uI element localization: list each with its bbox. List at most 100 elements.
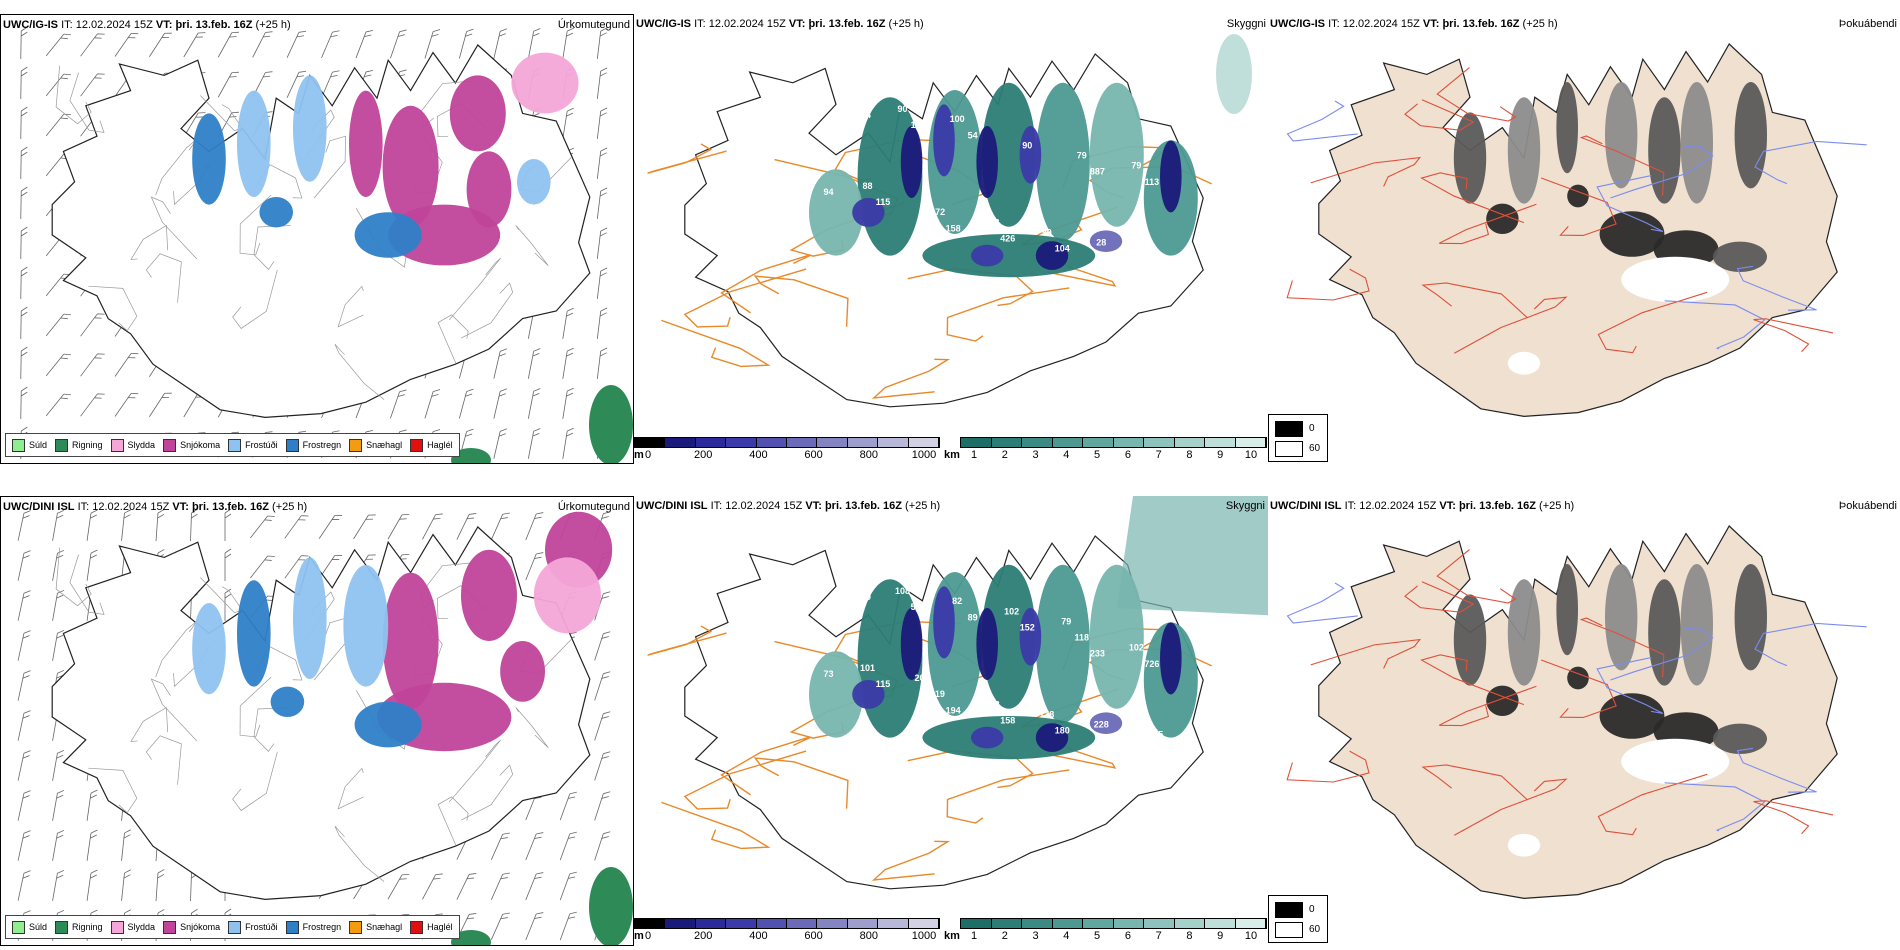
colorbar-tick-label: 3 <box>1032 449 1039 461</box>
cloudbase-value-label: 89 <box>968 612 978 622</box>
colorbar-unit: km <box>944 930 960 942</box>
panel-header: UWC/DINI ISL IT: 12.02.2024 15Z VT: þri.… <box>3 501 307 513</box>
cloudbase-value-label: 100 <box>950 114 965 124</box>
fog-key-dark-swatch <box>1275 902 1303 918</box>
legend-label: Snæhagl <box>366 922 403 932</box>
colorbar-swatch <box>1083 438 1114 447</box>
legend-swatch <box>349 438 363 452</box>
colorbar-swatch <box>1144 438 1175 447</box>
cloudbase-value-label: 202 <box>914 673 929 683</box>
cloudbase-value-label: 28 <box>1096 238 1106 248</box>
colorbar-swatch <box>1052 919 1083 928</box>
cloudbase-value-label: 405 <box>1148 730 1163 740</box>
cloudbase-value-label: 115 <box>876 679 891 689</box>
cloudbase-value-label: 108 <box>805 171 820 181</box>
cloudbase-value-label: 180 <box>1055 726 1070 736</box>
colorbar-swatch <box>695 438 727 447</box>
cloudbase-value-label: 88 <box>862 181 872 191</box>
cloudbase-colorbar: m 0 200 400 600 800 1000 <box>634 918 940 944</box>
colorbar-swatch <box>878 919 909 928</box>
vt-label: VT: <box>1439 500 1456 512</box>
legend-label: Rigning <box>72 922 103 932</box>
cloudbase-value-label: 233 <box>1090 649 1105 659</box>
cloudbase-value-label: 129 <box>805 653 820 663</box>
cloudbase-value-label: 24 <box>827 740 837 750</box>
vt-label: VT: <box>172 501 189 513</box>
legend-label: Frostregn <box>302 922 342 932</box>
lead-time: (+25 h) <box>905 500 941 512</box>
colorbar-swatch <box>635 919 666 928</box>
vt-label: VT: <box>1422 18 1440 30</box>
model-name: UWC/DINI ISL <box>3 501 75 513</box>
cloudbase-value-label: 102 <box>1129 643 1144 653</box>
colorbar-swatch <box>726 919 757 928</box>
cloudbase-value-label: 119 <box>930 689 945 699</box>
it-value: 12.02.2024 15Z <box>708 18 786 30</box>
model-name: UWC/IG-IS <box>3 19 58 31</box>
model-name: UWC/IG-IS <box>636 18 691 30</box>
model-name: UWC/IG-IS <box>1270 18 1325 30</box>
legend-swatch <box>228 920 242 934</box>
colorbar-strip <box>960 437 1267 448</box>
legend-swatch <box>163 920 177 934</box>
cloudbase-value-label: 890 <box>1109 736 1124 746</box>
cloud-visibility-panel-row1: UWC/IG-IS IT: 12.02.2024 15Z VT: þri. 13… <box>634 14 1268 464</box>
colorbar-swatch <box>1083 919 1114 928</box>
colorbar-swatch <box>1235 919 1266 928</box>
legend-label: Haglél <box>427 440 453 450</box>
legend-swatch <box>285 920 299 934</box>
precip-type-panel-row2: UWC/DINI ISL IT: 12.02.2024 15Z VT: þri.… <box>0 496 634 946</box>
colorbar-strip <box>634 918 940 929</box>
it-value: 12.02.2024 15Z <box>92 501 170 513</box>
cloudbase-value-label: 158 <box>1000 715 1015 725</box>
vt-value: þri. 13.feb. 16Z <box>808 18 886 30</box>
cloudbase-value-label: 60 <box>843 274 853 284</box>
it-label: IT: <box>1344 500 1357 512</box>
cloudbase-value-label: 102 <box>1004 606 1019 616</box>
cloudbase-value-label: 250 <box>801 100 816 110</box>
cloudbase-value-label: 115 <box>876 197 891 207</box>
cloudbase-value-label: 158 <box>946 223 961 233</box>
cloud-visibility-map: 236 194 233 440 158 726 520 180 73 89 890 115 152 85 1… <box>647 496 1268 890</box>
cloudbase-value-label: 101 <box>860 663 875 673</box>
cloudbase-value-label: 104 <box>1055 244 1070 254</box>
model-name: UWC/DINI ISL <box>1270 500 1342 512</box>
legend-label: Frostregn <box>302 440 342 450</box>
colorbar-swatch <box>991 438 1022 447</box>
panel-type-label: Skyggni <box>1226 18 1266 30</box>
legend-label: Slydda <box>127 922 156 932</box>
colorbar-swatch <box>908 919 940 928</box>
it-label: IT: <box>694 18 706 30</box>
panel-header: UWC/DINI ISL IT: 12.02.2024 15Z VT: þri.… <box>636 500 940 512</box>
colorbar-tick-label: 0 <box>644 449 652 461</box>
colorbar-tick-label: 3 <box>1032 930 1039 942</box>
fog-key-high-label: 0 <box>1309 423 1315 434</box>
cloudbase-value-label: 228 <box>1094 720 1109 730</box>
fog-panel-row1: UWC/IG-IS IT: 12.02.2024 15Z VT: þri. 13… <box>1268 14 1900 464</box>
cloudbase-value-label: 79 <box>1077 151 1087 161</box>
it-value: 12.02.2024 15Z <box>1359 500 1437 512</box>
legend-swatch <box>410 438 424 452</box>
vt-value: þri. 13.feb. 16Z <box>1442 18 1520 30</box>
colorbar-tick-label: 6 <box>1124 449 1131 461</box>
colorbar-swatch <box>817 919 848 928</box>
legend-swatch <box>12 438 25 452</box>
cloudbase-value-label: 123 <box>985 699 1000 709</box>
colorbar-unit: m <box>634 930 644 942</box>
colorbar-swatch <box>961 438 992 447</box>
legend-swatch <box>110 438 124 452</box>
cloudbase-value-label: 894 <box>856 110 871 120</box>
lead-time: (+25 h) <box>272 501 308 513</box>
legend-item: Slydda <box>110 920 156 934</box>
legend-item: Frostregn <box>285 920 342 934</box>
vt-label: VT: <box>805 500 822 512</box>
colorbar-tick-label: 6 <box>1124 930 1131 942</box>
colorbar-swatch <box>756 919 788 928</box>
cloudbase-value-label: 79 <box>1061 616 1071 626</box>
cloudbase-value-label: 155 <box>911 120 926 130</box>
fog-key-low-label: 60 <box>1309 443 1321 454</box>
cloudbase-value-label: 108 <box>895 586 910 596</box>
vt-value: þri. 13.feb. 16Z <box>191 501 269 513</box>
legend-item: Haglél <box>410 438 453 452</box>
colorbar-swatch <box>878 438 909 447</box>
